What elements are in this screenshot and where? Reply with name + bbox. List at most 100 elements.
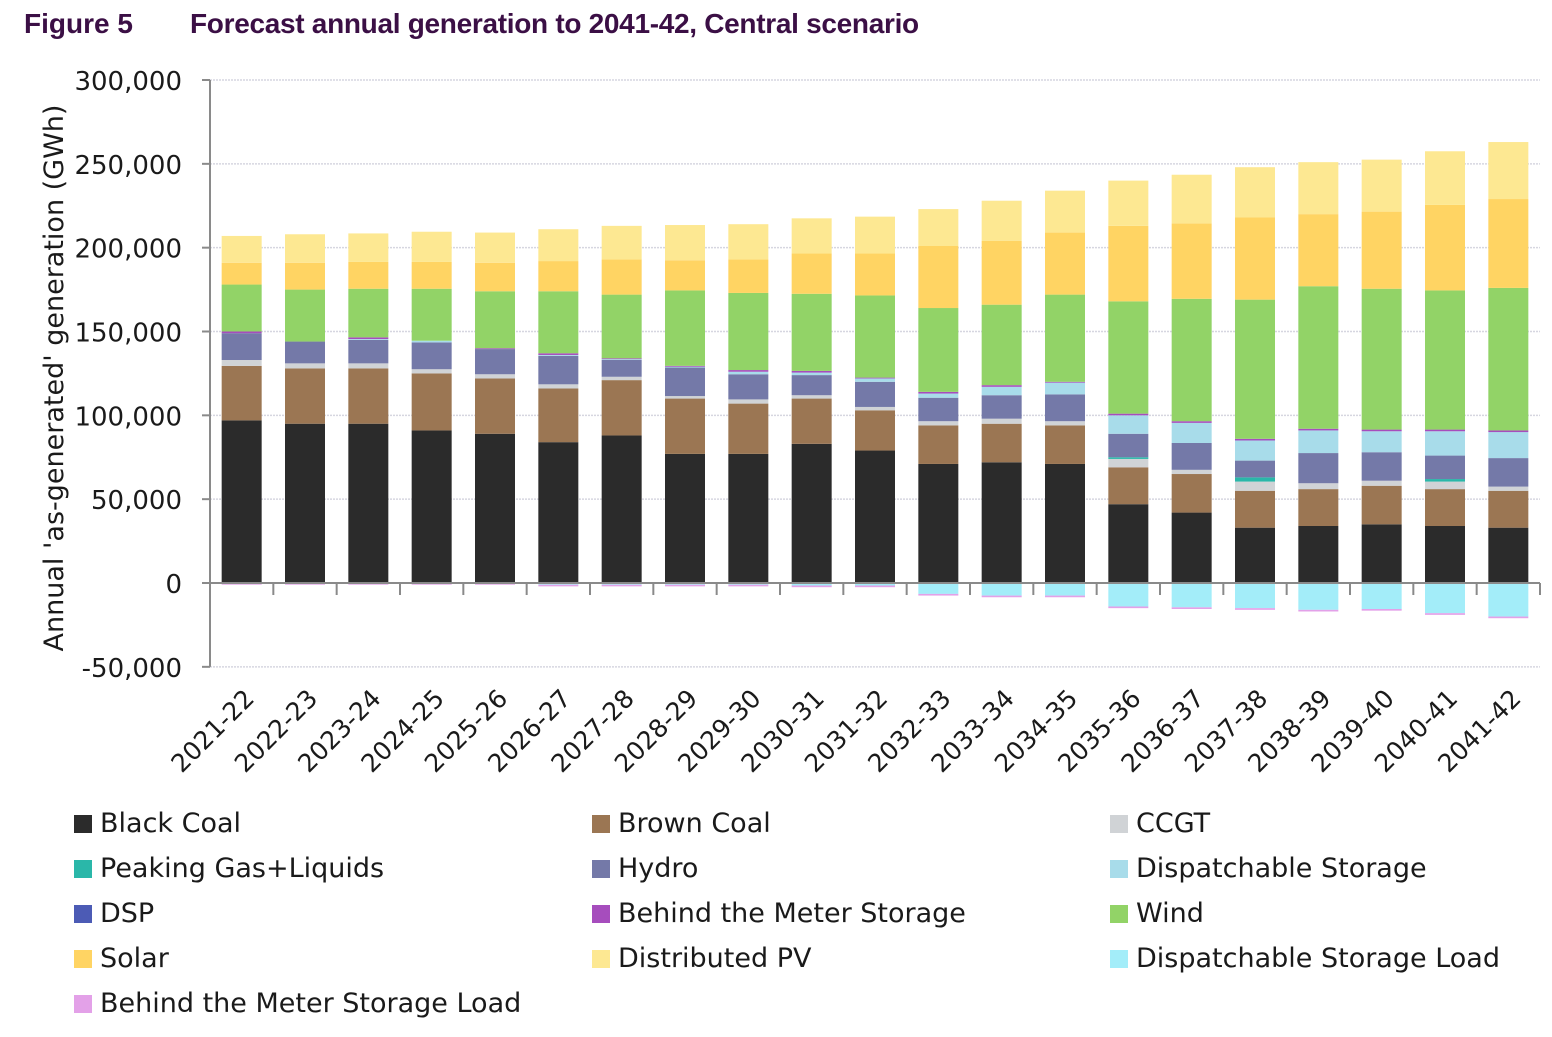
bar-segment-distributed-pv <box>1171 174 1212 224</box>
bar-segment-dispatchable-storage <box>665 366 705 368</box>
bar-segment-behind-the-meter-storage-load <box>1425 613 1465 615</box>
bar-segment-brown-coal <box>221 365 262 421</box>
bar-group-2036-37 <box>1171 174 1212 609</box>
bar-segment-dispatchable-storage <box>1361 431 1402 453</box>
y-tick-label: -50,000 <box>82 654 182 684</box>
bar-segment-behind-the-meter-storage-load <box>1045 595 1085 598</box>
bar-segment-behind-the-meter-storage-load <box>855 585 895 588</box>
legend-swatch <box>74 814 92 833</box>
legend-item: Behind the Meter Storage <box>592 898 966 929</box>
bar-group-2034-35 <box>1045 190 1085 598</box>
bar-segment-solar <box>1425 204 1465 291</box>
bar-segment-dispatchable-storage <box>348 339 389 340</box>
bar-segment-behind-the-meter-storage <box>475 348 515 350</box>
bar-segment-behind-the-meter-storage <box>1425 429 1465 432</box>
legend-item: Peaking Gas+Liquids <box>74 853 384 884</box>
bar-segment-hydro <box>1361 452 1402 481</box>
bar-segment-ccgt <box>791 395 832 399</box>
y-tick-label: 0 <box>165 570 182 600</box>
stacked-bar-chart: -50,000 0 50,000 100,000 150,000 200,000 250,0… <box>39 67 1541 778</box>
bar-segment-dispatchable-storage <box>1108 415 1149 434</box>
bar-segment-brown-coal <box>475 378 515 434</box>
legend-item: CCGT <box>1110 808 1210 839</box>
bar-segment-distributed-pv <box>728 224 769 260</box>
bar-segment-brown-coal <box>538 388 579 443</box>
bar-segment-distributed-pv <box>1488 142 1529 200</box>
bar-group-2035-36 <box>1108 180 1149 609</box>
bar-segment-behind-the-meter-storage <box>1298 428 1339 431</box>
bar-segment-wind <box>475 291 515 349</box>
bar-segment-hydro <box>285 341 325 364</box>
y-tick-labels: -50,000 0 50,000 100,000 150,000 200,000 250,0… <box>74 67 182 684</box>
bar-segment-distributed-pv <box>411 231 452 262</box>
bar-segment-behind-the-meter-storage-load <box>981 595 1022 598</box>
y-tick-label: 300,000 <box>74 67 182 97</box>
bar-segment-hydro <box>538 355 579 385</box>
bar-segment-solar <box>1045 232 1085 295</box>
legend-item: Wind <box>1110 898 1204 929</box>
bar-segment-ccgt <box>1108 458 1149 468</box>
bar-segment-wind <box>1171 298 1212 422</box>
legend-item: Brown Coal <box>592 808 771 839</box>
bar-segment-solar <box>285 262 325 290</box>
bar-segment-dispatchable-storage-load <box>918 583 959 594</box>
bar-segment-black-coal <box>475 433 515 583</box>
bar-segment-hydro <box>1235 460 1275 478</box>
bar-group-2033-34 <box>981 200 1022 598</box>
bar-segment-solar <box>855 253 895 296</box>
bar-segment-behind-the-meter-storage <box>1235 438 1275 441</box>
legend-swatch <box>1110 949 1128 968</box>
bar-segment-distributed-pv <box>1235 167 1275 218</box>
bar-segment-behind-the-meter-storage-load <box>791 585 832 588</box>
bar-segment-dispatchable-storage <box>791 372 832 376</box>
bar-segment-black-coal <box>1108 504 1149 583</box>
bar-segment-distributed-pv <box>221 235 262 263</box>
bar-group-2023-24 <box>348 233 389 585</box>
legend-swatch <box>74 949 92 968</box>
bar-segment-wind <box>855 295 895 378</box>
legend-swatch <box>592 814 610 833</box>
bar-segment-dispatchable-storage <box>411 340 452 343</box>
bar-segment-dispatchable-storage <box>1235 440 1275 461</box>
bar-segment-behind-the-meter-storage-load <box>1235 608 1275 610</box>
legend-label: CCGT <box>1136 808 1211 839</box>
bar-segment-black-coal <box>538 442 579 583</box>
bar-segment-behind-the-meter-storage-load <box>1171 607 1212 609</box>
bar-segment-dispatchable-storage-load <box>1108 583 1149 607</box>
bar-segment-wind <box>1235 299 1275 439</box>
legend-label: Behind the Meter Storage Load <box>100 988 522 1019</box>
bar-group-2040-41 <box>1425 151 1465 615</box>
bar-group-2029-30 <box>728 224 769 587</box>
bar-segment-distributed-pv <box>1045 190 1085 233</box>
bar-segment-behind-the-meter-storage-load <box>601 584 642 587</box>
bar-segment-wind <box>1045 294 1085 382</box>
bar-segment-behind-the-meter-storage <box>1108 413 1149 416</box>
bar-segment-behind-the-meter-storage <box>791 370 832 373</box>
bar-segment-ccgt <box>1488 486 1529 491</box>
bar-segment-dispatchable-storage-load <box>1045 583 1085 596</box>
bar-segment-dispatchable-storage <box>918 393 959 398</box>
bar-segment-wind <box>1425 290 1465 430</box>
bar-segment-hydro <box>348 339 389 364</box>
legend-swatch <box>592 949 610 968</box>
legend-label: DSP <box>100 898 155 929</box>
bar-segment-hydro <box>855 381 895 407</box>
bar-segment-solar <box>601 259 642 295</box>
y-tick-label: 200,000 <box>74 235 182 265</box>
bar-segment-solar <box>1488 199 1529 288</box>
bar-segment-distributed-pv <box>1361 159 1402 212</box>
legend-label: Black Coal <box>100 808 242 839</box>
legend-label: Hydro <box>618 853 699 884</box>
x-tick-labels: 2021-222022-232023-242024-252025-262026-… <box>166 684 1527 778</box>
bar-segment-hydro <box>1298 453 1339 484</box>
bar-segment-behind-the-meter-storage <box>728 370 769 372</box>
bar-segment-wind <box>1488 287 1529 431</box>
bar-segment-solar <box>1171 223 1212 299</box>
bar-segment-behind-the-meter-storage-load <box>1298 609 1339 612</box>
bar-segment-wind <box>348 288 389 338</box>
bar-segment-dispatchable-storage-load <box>855 583 895 586</box>
bar-segment-hydro <box>918 397 959 422</box>
bar-segment-dispatchable-storage <box>855 378 895 382</box>
bar-segment-behind-the-meter-storage <box>918 391 959 394</box>
bar-segment-black-coal <box>918 463 959 583</box>
